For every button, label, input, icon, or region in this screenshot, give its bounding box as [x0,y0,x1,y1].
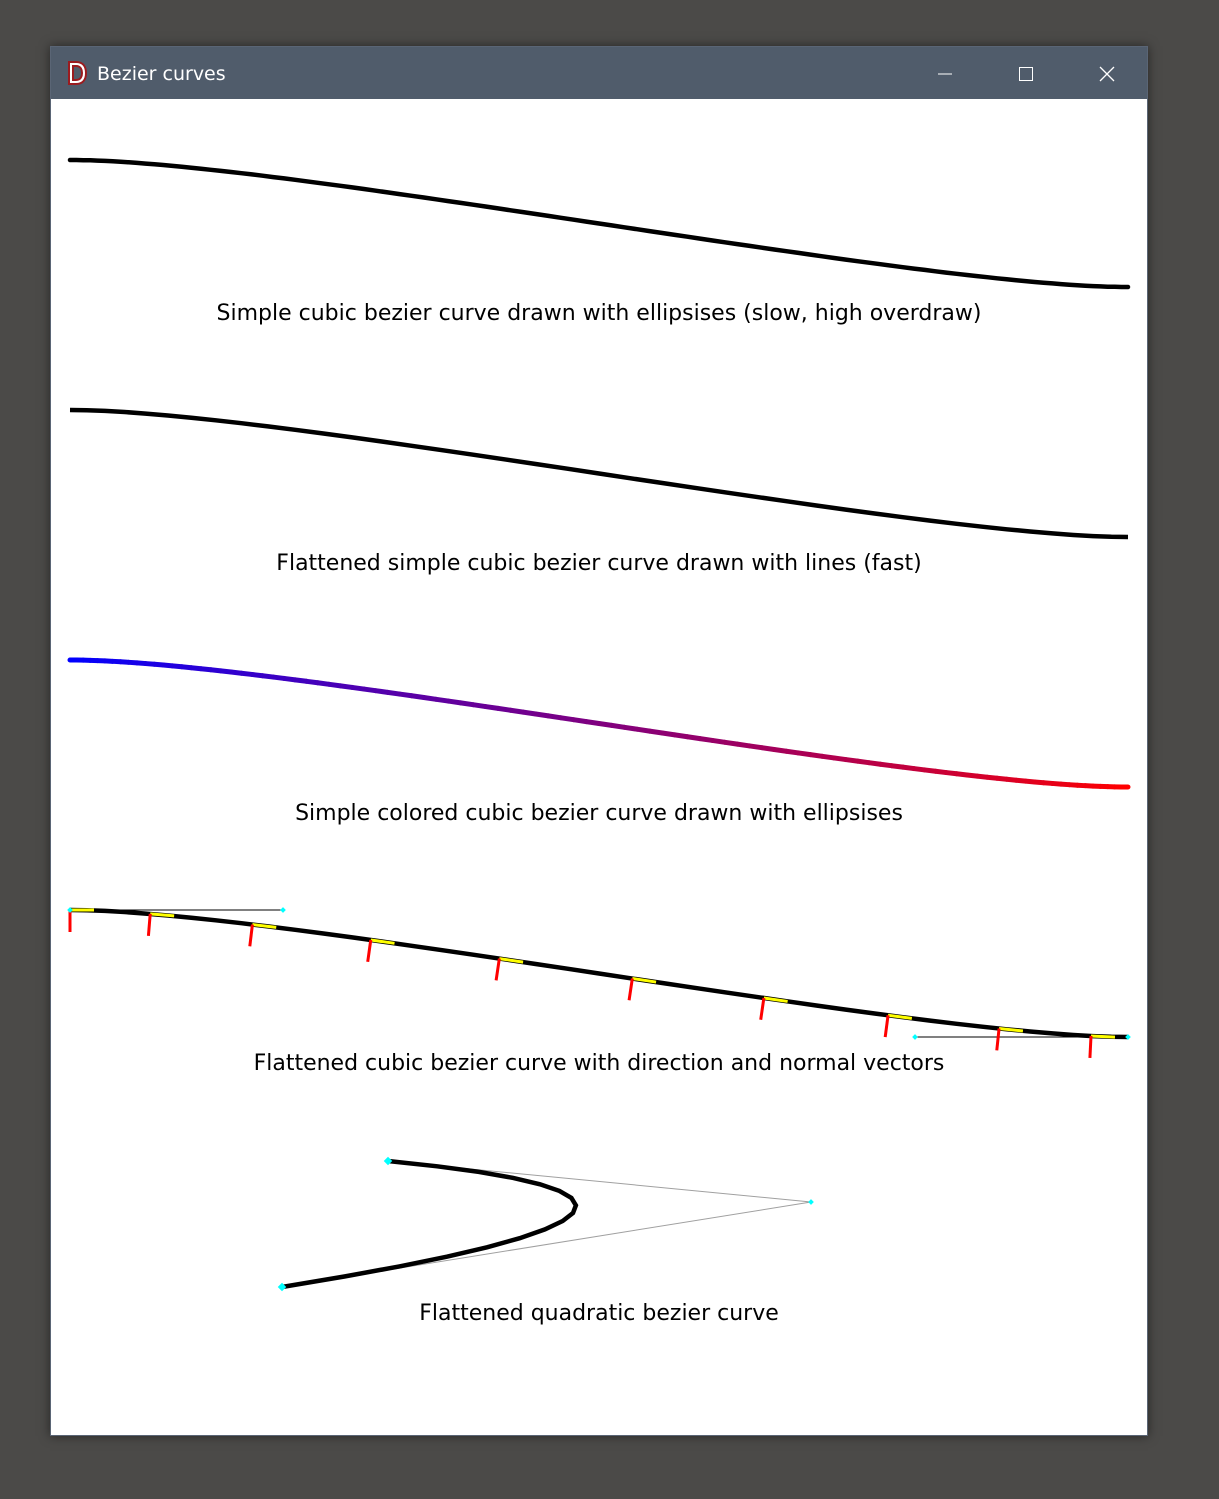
normal-vector [627,978,634,1001]
normal-vector [883,1015,890,1038]
control-point [808,1199,814,1205]
control-point [912,1034,918,1040]
direction-vector [499,957,524,964]
close-icon [1099,66,1115,82]
control-point [67,907,73,913]
normal-vector [995,1028,1001,1051]
maximize-icon [1019,67,1033,81]
cubic-curve-ellipses [67,157,1131,290]
direction-vector [887,1013,913,1020]
direction-vector [252,923,277,929]
maximize-button[interactable] [986,47,1066,99]
minimize-button[interactable] [905,47,985,99]
control-point [1125,1034,1131,1040]
quadratic-curve [281,1158,579,1290]
label-cubic-ellipses: Simple cubic bezier curve drawn with ell… [216,301,982,326]
close-button[interactable] [1067,47,1147,99]
direction-vector [370,938,395,945]
normal-vector [1088,1035,1093,1059]
label-quadratic: Flattened quadratic bezier curve [419,1301,779,1326]
label-direction-normals: Flattened cubic bezier curve with direct… [253,1051,945,1076]
direction-vector [1090,1034,1116,1039]
normal-vector [494,958,501,981]
control-point [280,907,286,913]
d-letter-icon [68,61,88,85]
control-point [383,1156,393,1166]
direction-vector [150,912,175,918]
label-colored-cubic: Simple colored cubic bezier curve drawn … [295,801,903,826]
control-point [277,1282,287,1292]
label-cubic-lines: Flattened simple cubic bezier curve draw… [276,551,922,576]
control-polygon [281,1160,812,1288]
app-window: Bezier curves Simple cubic bezier curve … [50,46,1148,1436]
window-title: Bezier curves [97,63,226,85]
minimize-icon [938,73,952,75]
normal-vector [146,913,152,936]
normal-vector [248,924,254,947]
direction-vector [763,996,788,1003]
direction-vector [998,1027,1024,1033]
normal-vector [759,997,766,1020]
curves-canvas [67,157,1131,1292]
cubic-curve-vectors [69,907,1129,1040]
cubic-curve-lines [69,407,1129,540]
normal-vector [366,939,373,962]
title-bar[interactable]: Bezier curves [51,47,1147,99]
canvas: Simple cubic bezier curve drawn with ell… [51,99,1147,1435]
direction-vector [632,977,657,984]
